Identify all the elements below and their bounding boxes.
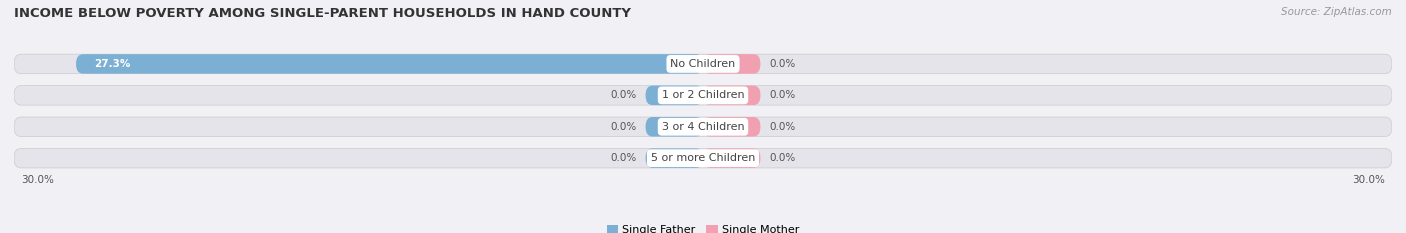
Text: INCOME BELOW POVERTY AMONG SINGLE-PARENT HOUSEHOLDS IN HAND COUNTY: INCOME BELOW POVERTY AMONG SINGLE-PARENT… xyxy=(14,7,631,20)
FancyBboxPatch shape xyxy=(14,148,1392,168)
FancyBboxPatch shape xyxy=(14,86,1392,105)
FancyBboxPatch shape xyxy=(645,117,703,137)
Text: 5 or more Children: 5 or more Children xyxy=(651,153,755,163)
Text: 30.0%: 30.0% xyxy=(1353,175,1385,185)
Legend: Single Father, Single Mother: Single Father, Single Mother xyxy=(606,225,800,233)
FancyBboxPatch shape xyxy=(76,54,703,74)
Text: 1 or 2 Children: 1 or 2 Children xyxy=(662,90,744,100)
Text: 0.0%: 0.0% xyxy=(610,122,637,132)
Text: 0.0%: 0.0% xyxy=(769,153,796,163)
Text: 0.0%: 0.0% xyxy=(610,90,637,100)
FancyBboxPatch shape xyxy=(703,86,761,105)
FancyBboxPatch shape xyxy=(14,117,1392,137)
FancyBboxPatch shape xyxy=(14,54,1392,74)
FancyBboxPatch shape xyxy=(645,86,703,105)
FancyBboxPatch shape xyxy=(703,117,761,137)
Text: 0.0%: 0.0% xyxy=(610,153,637,163)
Text: 3 or 4 Children: 3 or 4 Children xyxy=(662,122,744,132)
FancyBboxPatch shape xyxy=(703,148,761,168)
Text: 0.0%: 0.0% xyxy=(769,59,796,69)
Text: 27.3%: 27.3% xyxy=(94,59,131,69)
Text: 0.0%: 0.0% xyxy=(769,122,796,132)
FancyBboxPatch shape xyxy=(703,54,761,74)
Text: 0.0%: 0.0% xyxy=(769,90,796,100)
Text: 30.0%: 30.0% xyxy=(21,175,53,185)
FancyBboxPatch shape xyxy=(645,148,703,168)
Text: Source: ZipAtlas.com: Source: ZipAtlas.com xyxy=(1281,7,1392,17)
Text: No Children: No Children xyxy=(671,59,735,69)
